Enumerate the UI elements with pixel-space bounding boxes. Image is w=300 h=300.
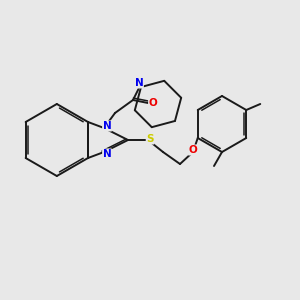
Text: N: N bbox=[103, 149, 111, 159]
Text: N: N bbox=[135, 78, 143, 88]
Text: S: S bbox=[146, 134, 154, 144]
Text: O: O bbox=[148, 98, 158, 108]
Text: N: N bbox=[103, 121, 111, 131]
Text: O: O bbox=[189, 145, 197, 155]
